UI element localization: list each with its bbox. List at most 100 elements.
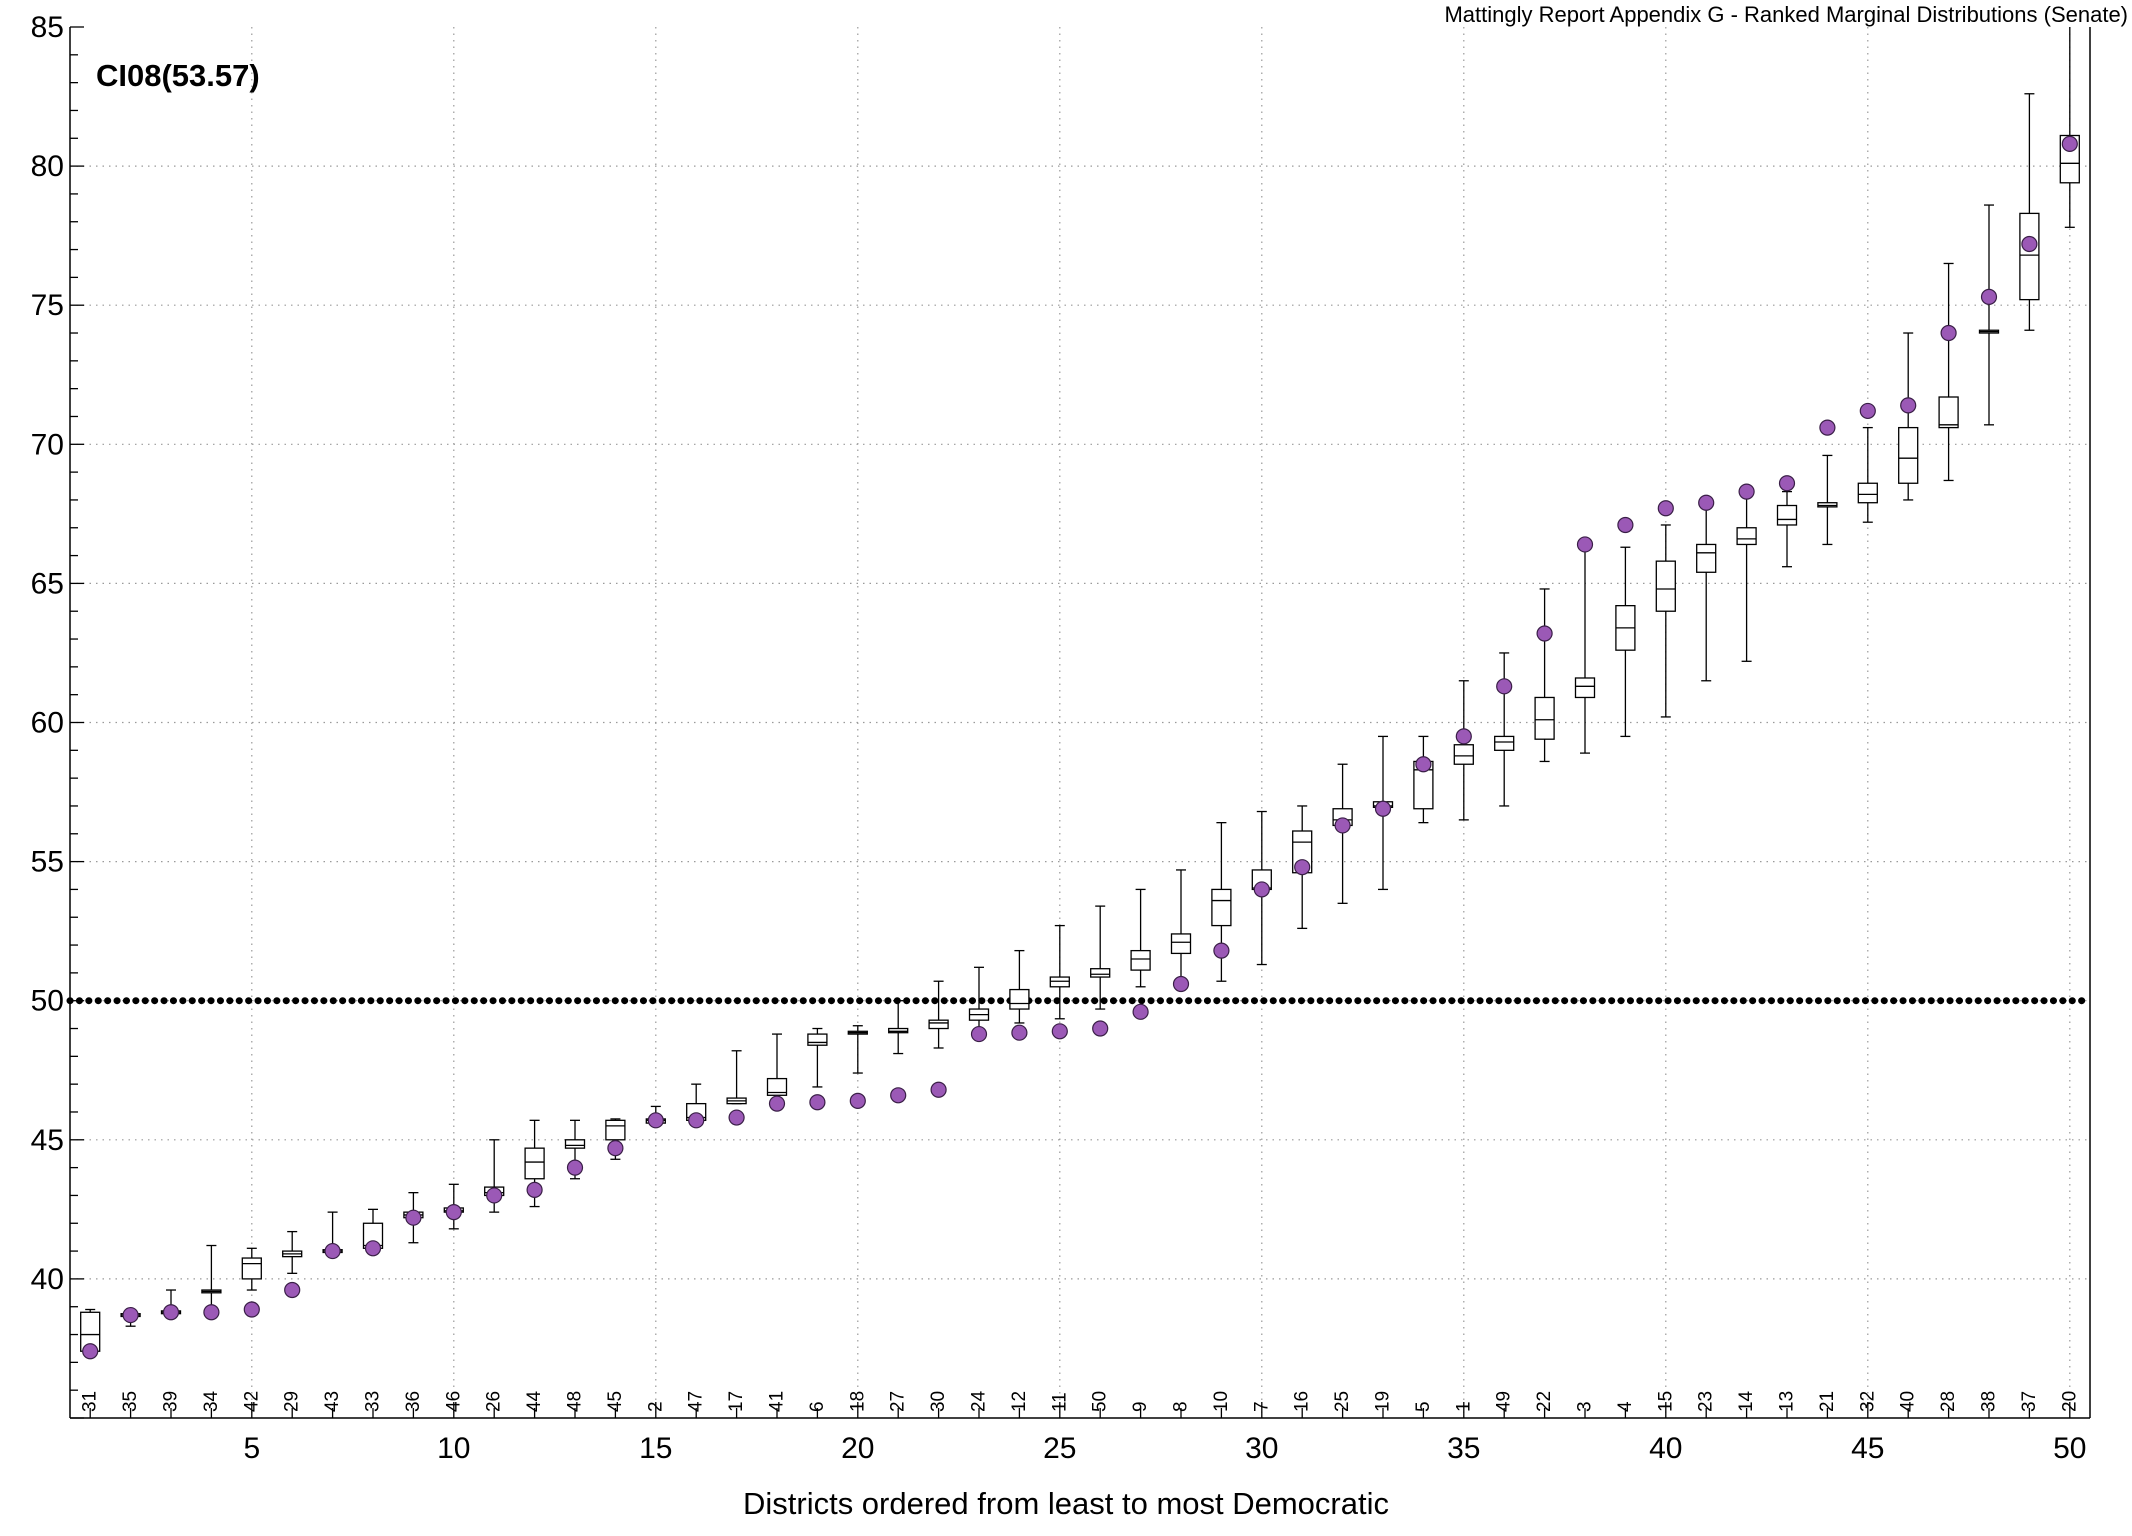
box — [1049, 976, 1070, 988]
enacted-point — [849, 1092, 866, 1109]
enacted-point — [1334, 817, 1351, 834]
district-label: 39 — [161, 1391, 182, 1412]
x-tick-label: 35 — [1447, 1432, 1480, 1465]
enacted-point — [243, 1301, 260, 1318]
district-label: 7 — [1251, 1401, 1272, 1412]
box — [2019, 212, 2040, 301]
chart-annotation: CI08(53.57) — [96, 58, 260, 93]
district-label: 30 — [928, 1391, 949, 1412]
box-group — [1615, 546, 1636, 738]
box-group — [1736, 493, 1757, 662]
box-group — [282, 1230, 303, 1274]
enacted-point — [1415, 756, 1432, 773]
district-label: 24 — [969, 1390, 990, 1412]
box-group — [1776, 490, 1798, 568]
x-tick-label: 5 — [243, 1432, 260, 1465]
enacted-point — [162, 1304, 180, 1321]
box-group — [1009, 949, 1030, 1024]
enacted-point — [1576, 536, 1594, 553]
enacted-point — [122, 1306, 139, 1324]
district-label: 10 — [1211, 1391, 1232, 1412]
box-group — [1413, 735, 1434, 824]
enacted-point — [82, 1343, 99, 1360]
box-group — [1938, 262, 1959, 482]
box — [1776, 504, 1798, 526]
box — [1898, 426, 1919, 484]
district-label: 45 — [605, 1391, 626, 1412]
district-label: 23 — [1696, 1391, 1717, 1412]
box-group — [847, 1025, 868, 1074]
enacted-point — [1980, 288, 1998, 305]
box-group — [1090, 905, 1111, 1010]
enacted-point — [930, 1081, 947, 1098]
box — [928, 1019, 949, 1030]
district-label: 43 — [322, 1391, 343, 1412]
district-label: 34 — [201, 1390, 222, 1412]
box-group — [1978, 204, 2000, 426]
enacted-point — [1617, 516, 1634, 534]
box-group — [1049, 924, 1070, 1020]
enacted-point — [1698, 494, 1715, 511]
y-tick-label: 85 — [31, 11, 64, 44]
box — [1009, 988, 1030, 1010]
enacted-point — [526, 1181, 543, 1198]
district-label: 46 — [443, 1391, 464, 1412]
district-label: 4 — [1615, 1401, 1636, 1412]
y-tick-label: 45 — [31, 1124, 64, 1157]
box-group — [1696, 504, 1717, 682]
box — [1574, 677, 1596, 699]
box-group — [1655, 524, 1676, 718]
district-label: 18 — [847, 1391, 868, 1412]
box — [1494, 735, 1515, 751]
enacted-point — [647, 1112, 664, 1129]
enacted-point — [1778, 475, 1796, 492]
enacted-point — [1294, 859, 1311, 876]
y-tick-label: 40 — [31, 1263, 64, 1296]
box — [1090, 968, 1111, 978]
box-group — [888, 1000, 909, 1055]
enacted-point — [1213, 942, 1230, 959]
enacted-points — [82, 135, 2078, 1360]
box-group — [1170, 869, 1192, 980]
box — [888, 1027, 909, 1034]
enacted-point — [728, 1109, 745, 1126]
district-label: 17 — [726, 1391, 747, 1412]
enacted-point — [1859, 402, 1876, 420]
x-tick-label: 20 — [841, 1432, 874, 1465]
enacted-point — [1011, 1024, 1028, 1041]
box — [1655, 560, 1676, 612]
enacted-point — [1496, 678, 1513, 695]
district-label: 50 — [1090, 1391, 1111, 1412]
x-tick-label: 40 — [1649, 1432, 1682, 1465]
district-label: 25 — [1332, 1391, 1353, 1412]
district-label: 20 — [2059, 1391, 2080, 1412]
box-group — [1898, 332, 1919, 501]
district-label: 26 — [484, 1391, 505, 1412]
y-tick-label: 65 — [31, 567, 64, 600]
box — [524, 1147, 545, 1180]
box-group — [241, 1247, 262, 1291]
district-label: 21 — [1817, 1391, 1838, 1412]
district-label: 38 — [1979, 1391, 2000, 1412]
x-tick-label: 15 — [639, 1432, 672, 1465]
district-label: 8 — [1171, 1401, 1192, 1412]
district-label: 27 — [888, 1391, 909, 1412]
enacted-point — [2061, 135, 2078, 152]
box — [1938, 396, 1959, 429]
district-label: 42 — [241, 1391, 262, 1412]
enacted-point — [970, 1025, 988, 1043]
box-group — [1494, 652, 1515, 807]
enacted-point — [1051, 1023, 1068, 1040]
district-label: 19 — [1373, 1391, 1394, 1412]
x-tick-label: 10 — [437, 1432, 470, 1465]
box — [241, 1257, 262, 1280]
boxplots — [80, 27, 2080, 1360]
box — [1736, 527, 1757, 546]
box — [766, 1077, 788, 1096]
box — [1817, 502, 1838, 508]
district-label: 37 — [2019, 1391, 2040, 1412]
box — [1211, 888, 1232, 927]
x-tick-label: 45 — [1851, 1432, 1884, 1465]
box — [605, 1119, 626, 1141]
